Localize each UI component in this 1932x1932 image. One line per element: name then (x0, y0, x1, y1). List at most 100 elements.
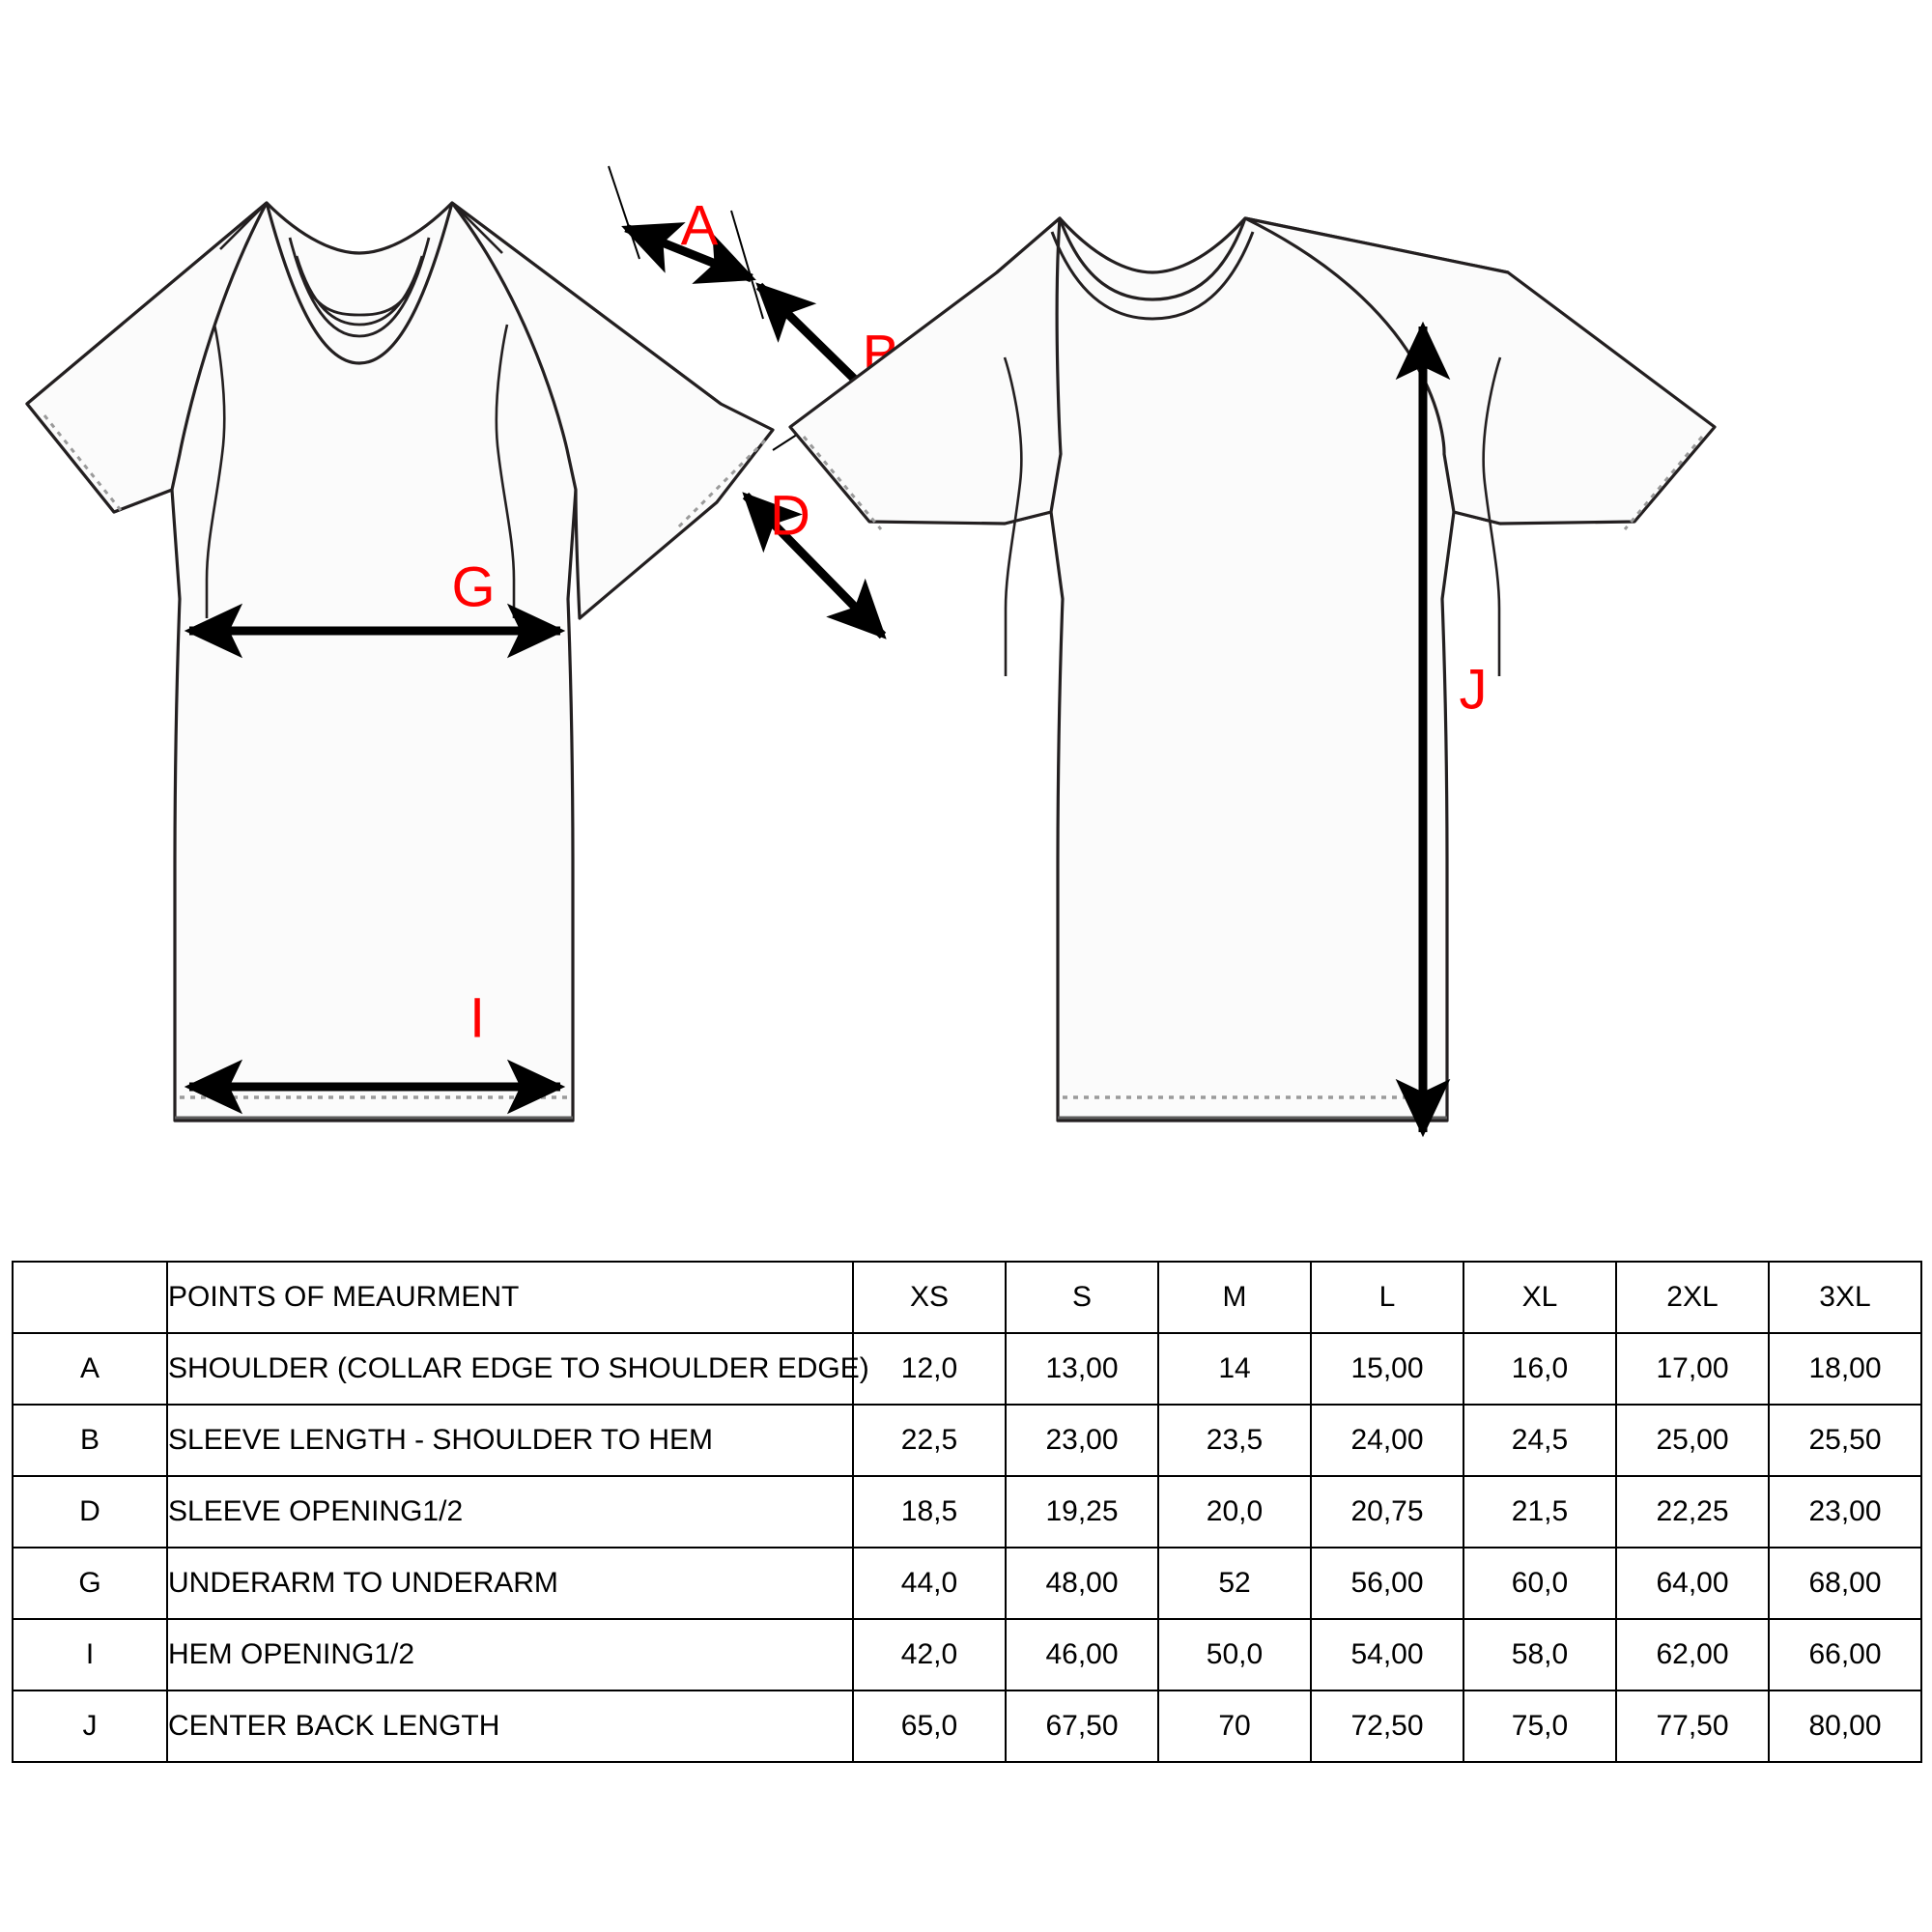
row-letter: D (12, 1475, 168, 1548)
row-description: HEM OPENING1/2 (166, 1618, 854, 1691)
front-right-armhole-seam (495, 324, 516, 618)
cell-2xl: 62,00 (1615, 1618, 1770, 1691)
cell-2xl: 64,00 (1615, 1547, 1770, 1620)
front-view: A B D G I (25, 165, 945, 1122)
guide-line-collar-edge (608, 165, 640, 260)
header-description-col: POINTS OF MEAURMENT (166, 1261, 854, 1334)
cell-2xl: 77,50 (1615, 1690, 1770, 1763)
row-description: SLEEVE OPENING1/2 (166, 1475, 854, 1548)
row-letter: J (12, 1690, 168, 1763)
guide-line-shoulder-edge (730, 210, 764, 320)
tshirt-diagram: A B D G I (25, 165, 1717, 1138)
cell-3xl: 80,00 (1768, 1690, 1922, 1763)
cell-xl: 60,0 (1463, 1547, 1617, 1620)
cell-2xl: 25,00 (1615, 1404, 1770, 1477)
measure-label-I: I (469, 986, 485, 1049)
table-row: J CENTER BACK LENGTH 65,0 67,50 70 72,50… (12, 1690, 1922, 1763)
cell-xl: 21,5 (1463, 1475, 1617, 1548)
cell-m: 20,0 (1157, 1475, 1312, 1548)
cell-m: 52 (1157, 1547, 1312, 1620)
cell-xs: 12,0 (852, 1332, 1007, 1406)
row-letter: G (12, 1547, 168, 1620)
cell-l: 24,00 (1310, 1404, 1464, 1477)
back-view: J (788, 216, 1717, 1138)
cell-s: 19,25 (1005, 1475, 1159, 1548)
front-left-shoulder-seam (219, 202, 268, 250)
table-row: B SLEEVE LENGTH - SHOULDER TO HEM 22,5 2… (12, 1404, 1922, 1477)
measure-label-A: A (681, 194, 719, 257)
cell-m: 50,0 (1157, 1618, 1312, 1691)
cell-3xl: 68,00 (1768, 1547, 1922, 1620)
cell-s: 46,00 (1005, 1618, 1159, 1691)
front-body-outline (25, 201, 723, 1122)
header-size-3xl: 3XL (1768, 1261, 1922, 1334)
row-description: SHOULDER (COLLAR EDGE TO SHOULDER EDGE) (166, 1332, 869, 1406)
cell-xs: 42,0 (852, 1618, 1007, 1691)
size-table: POINTS OF MEAURMENT XS S M L XL 2XL 3XL … (12, 1261, 1922, 1763)
cell-3xl: 25,50 (1768, 1404, 1922, 1477)
row-letter: A (12, 1332, 168, 1406)
back-collar-outer (1058, 217, 1247, 301)
measure-label-G: G (451, 555, 495, 618)
table-header-row: POINTS OF MEAURMENT XS S M L XL 2XL 3XL (12, 1261, 1922, 1334)
cell-3xl: 66,00 (1768, 1618, 1922, 1691)
front-collar-outer (265, 202, 454, 365)
cell-l: 56,00 (1310, 1547, 1464, 1620)
row-letter: I (12, 1618, 168, 1691)
size-table-container: POINTS OF MEAURMENT XS S M L XL 2XL 3XL … (12, 1261, 1922, 1763)
back-left-sleeve (788, 216, 1063, 526)
tshirt-technical-drawing: A B D G I (25, 165, 1717, 1138)
front-left-sleeve (25, 201, 269, 514)
table-row: A SHOULDER (COLLAR EDGE TO SHOULDER EDGE… (12, 1332, 1922, 1406)
cell-2xl: 17,00 (1615, 1332, 1770, 1406)
front-collar-rib-3 (298, 271, 420, 317)
cell-xs: 18,5 (852, 1475, 1007, 1548)
front-left-armhole-seam (205, 324, 226, 618)
dimension-arrow-D (742, 492, 887, 639)
back-left-armhole-seam (1003, 356, 1023, 676)
cell-xs: 65,0 (852, 1690, 1007, 1763)
measure-label-J: J (1460, 658, 1488, 721)
cell-xs: 22,5 (852, 1404, 1007, 1477)
cell-l: 72,50 (1310, 1690, 1464, 1763)
header-size-2xl: 2XL (1615, 1261, 1770, 1334)
header-size-xs: XS (852, 1261, 1007, 1334)
cell-l: 15,00 (1310, 1332, 1464, 1406)
cell-xl: 24,5 (1463, 1404, 1617, 1477)
cell-3xl: 18,00 (1768, 1332, 1922, 1406)
front-right-sleeve (450, 201, 775, 620)
cell-xl: 16,0 (1463, 1332, 1617, 1406)
header-size-s: S (1005, 1261, 1159, 1334)
cell-m: 14 (1157, 1332, 1312, 1406)
header-size-xl: XL (1463, 1261, 1617, 1334)
cell-s: 67,50 (1005, 1690, 1159, 1763)
dimension-arrow-A (621, 222, 756, 284)
table-row: D SLEEVE OPENING1/2 18,5 19,25 20,0 20,7… (12, 1475, 1922, 1548)
cell-s: 23,00 (1005, 1404, 1159, 1477)
row-description: SLEEVE LENGTH - SHOULDER TO HEM (166, 1404, 854, 1477)
cell-xs: 44,0 (852, 1547, 1007, 1620)
row-letter: B (12, 1404, 168, 1477)
table-row: I HEM OPENING1/2 42,0 46,00 50,0 54,00 5… (12, 1618, 1922, 1691)
cell-xl: 58,0 (1463, 1618, 1617, 1691)
front-right-shoulder-seam (451, 202, 503, 254)
header-size-m: M (1157, 1261, 1312, 1334)
cell-2xl: 22,25 (1615, 1475, 1770, 1548)
cell-s: 13,00 (1005, 1332, 1159, 1406)
cell-l: 20,75 (1310, 1475, 1464, 1548)
measure-label-D: D (770, 484, 810, 547)
row-description: UNDERARM TO UNDERARM (166, 1547, 854, 1620)
row-description: CENTER BACK LENGTH (166, 1690, 854, 1763)
header-size-l: L (1310, 1261, 1464, 1334)
cell-3xl: 23,00 (1768, 1475, 1922, 1548)
cell-l: 54,00 (1310, 1618, 1464, 1691)
table-row: G UNDERARM TO UNDERARM 44,0 48,00 52 56,… (12, 1547, 1922, 1620)
header-letter-col (12, 1261, 168, 1334)
cell-m: 70 (1157, 1690, 1312, 1763)
back-collar-rib (1050, 231, 1255, 321)
cell-xl: 75,0 (1463, 1690, 1617, 1763)
back-right-armhole-seam (1482, 356, 1502, 676)
cell-m: 23,5 (1157, 1404, 1312, 1477)
cell-s: 48,00 (1005, 1547, 1159, 1620)
